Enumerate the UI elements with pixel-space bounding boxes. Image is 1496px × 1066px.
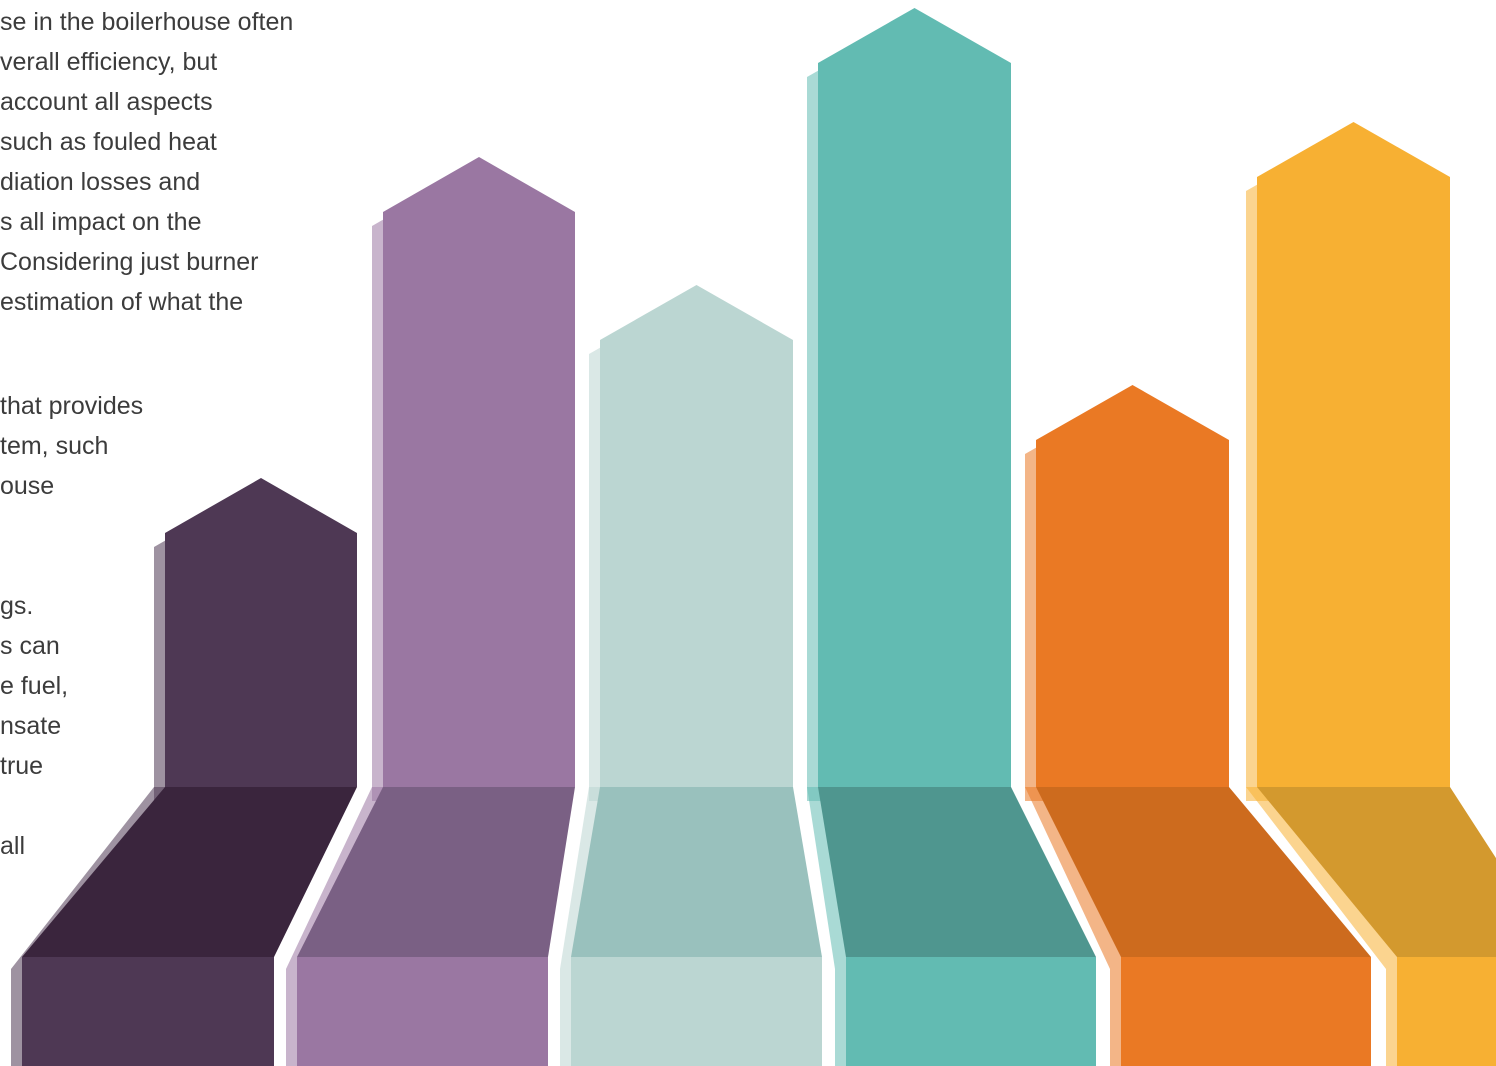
text-line: verall efficiency, but (0, 48, 217, 76)
arrow-column (11, 478, 357, 1066)
arrow-column (1246, 122, 1496, 1066)
arrow-column (1025, 385, 1371, 1066)
arrow-base (571, 957, 822, 1066)
text-line: account all aspects (0, 88, 213, 116)
arrow-base (297, 957, 548, 1066)
arrow-up (165, 478, 357, 787)
text-line: nsate (0, 712, 61, 740)
arrow-up (600, 285, 793, 787)
text-line: Considering just burner (0, 248, 258, 276)
text-line: such as fouled heat (0, 128, 217, 156)
arrow-up (818, 8, 1011, 787)
arrow-slope (1257, 787, 1496, 957)
arrow-base (1397, 957, 1496, 1066)
text-line: se in the boilerhouse often (0, 8, 293, 36)
text-line: s can (0, 632, 60, 660)
arrow-column (286, 157, 575, 1066)
arrow-slope (22, 787, 357, 957)
text-line: s all impact on the (0, 208, 202, 236)
arrow-slope (297, 787, 575, 957)
arrow-slope (571, 787, 822, 957)
arrow-up (1257, 122, 1450, 787)
arrow-up (1036, 385, 1229, 787)
arrow-slope (1036, 787, 1371, 957)
text-line: all (0, 832, 25, 860)
arrow-up (383, 157, 575, 787)
arrow-base (846, 957, 1096, 1066)
text-line: estimation of what the (0, 288, 243, 316)
text-line: e fuel, (0, 672, 68, 700)
text-line: tem, such (0, 432, 108, 460)
text-line: true (0, 752, 43, 780)
text-line: gs. (0, 592, 33, 620)
arrow-base (22, 957, 274, 1066)
text-line: diation losses and (0, 168, 200, 196)
text-line: ouse (0, 472, 54, 500)
arrow-column (807, 8, 1096, 1066)
arrow-slope (818, 787, 1096, 957)
arrow-base (1121, 957, 1371, 1066)
arrow-column (560, 285, 822, 1066)
text-line: that provides (0, 392, 143, 420)
